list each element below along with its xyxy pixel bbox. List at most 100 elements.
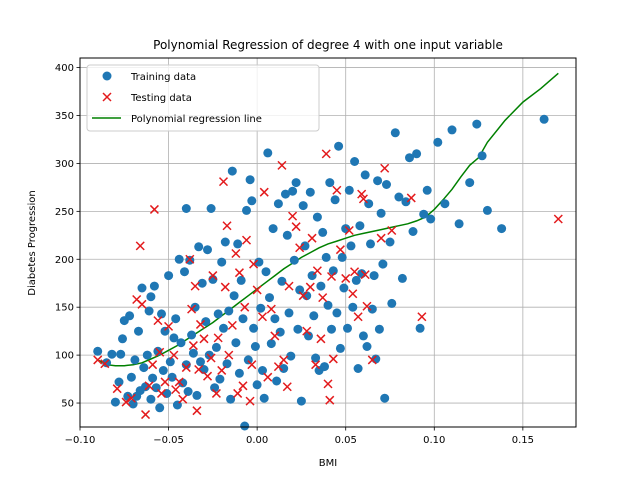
training-point [148, 373, 158, 383]
training-point [247, 196, 257, 206]
testing-point [341, 273, 351, 283]
training-point [227, 166, 237, 176]
testing-point [332, 185, 342, 195]
training-point [477, 151, 487, 161]
x-tick-label: −0.10 [65, 435, 96, 446]
legend-marker-testing [102, 92, 112, 102]
testing-point [156, 388, 167, 398]
training-point [201, 317, 211, 327]
training-point [206, 204, 216, 213]
regression-line [97, 72, 559, 367]
training-point [318, 227, 328, 237]
testing-point [220, 282, 230, 292]
legend-label-training: Training data [130, 72, 196, 83]
training-point [222, 359, 232, 369]
testing-point [233, 388, 243, 398]
testing-point [298, 291, 308, 301]
training-point [118, 334, 127, 344]
training-point [171, 314, 181, 324]
training-point [180, 267, 189, 277]
training-point [316, 281, 326, 291]
training-point [334, 141, 344, 151]
testing-point [311, 360, 321, 370]
testing-point [153, 316, 163, 326]
training-point [146, 394, 156, 404]
training-point [194, 242, 204, 252]
training-point [282, 230, 292, 240]
testing-point [357, 189, 367, 199]
training-point [296, 396, 306, 406]
y-tick-label: 50 [61, 399, 74, 410]
testing-point [195, 319, 205, 329]
testing-point [208, 271, 218, 281]
testing-point [257, 312, 267, 322]
training-point [242, 205, 251, 215]
testing-point [328, 354, 338, 364]
training-point [279, 364, 289, 373]
training-point [181, 204, 191, 213]
training-point [376, 208, 386, 218]
training-point [197, 278, 207, 288]
testing-point [387, 225, 397, 236]
training-point [169, 333, 179, 343]
testing-point [213, 333, 223, 343]
testing-point [192, 406, 202, 416]
testing-point [325, 395, 335, 405]
training-point [270, 314, 280, 324]
testing-point [273, 362, 283, 372]
testing-points-layer [93, 149, 563, 420]
training-point [343, 323, 352, 333]
testing-point [169, 350, 179, 360]
x-tick-label: 0.10 [423, 435, 445, 446]
testing-point [199, 334, 209, 344]
training-point [374, 324, 384, 334]
training-point [272, 376, 282, 386]
testing-point [203, 371, 213, 381]
training-point [415, 323, 425, 333]
training-point [433, 137, 443, 147]
y-tick-label: 100 [55, 351, 74, 362]
training-point [240, 421, 250, 431]
training-point [385, 237, 395, 247]
training-point [350, 157, 360, 166]
training-point [160, 326, 170, 336]
regression-line-layer [97, 72, 559, 367]
training-point [539, 114, 549, 124]
training-point [165, 357, 175, 367]
x-tick-label: 0.15 [512, 435, 534, 446]
testing-point [190, 281, 200, 291]
training-point [281, 189, 290, 199]
testing-point [305, 282, 315, 292]
testing-point [282, 382, 292, 392]
training-point [330, 195, 340, 205]
training-point [284, 308, 294, 318]
training-point [243, 355, 253, 365]
training-point [344, 185, 354, 195]
training-point [426, 214, 436, 224]
testing-point [353, 312, 363, 322]
training-point [362, 342, 372, 351]
training-point [323, 300, 333, 310]
testing-point [284, 281, 294, 291]
training-point [204, 350, 214, 360]
testing-point [155, 347, 165, 357]
training-point [422, 185, 432, 195]
training-point [320, 362, 329, 372]
testing-point [417, 312, 427, 322]
training-point [369, 271, 379, 281]
testing-point [149, 204, 159, 214]
training-point [335, 343, 345, 353]
training-point [351, 275, 361, 285]
legend-marker-training [102, 71, 112, 81]
testing-point [224, 350, 234, 360]
training-point [245, 175, 255, 185]
testing-point [234, 268, 244, 278]
testing-point [211, 388, 221, 398]
training-point [142, 350, 152, 360]
y-tick-label: 300 [55, 159, 74, 170]
testing-point [206, 353, 216, 363]
training-point [192, 390, 202, 400]
testing-point [245, 396, 255, 406]
training-point [196, 357, 205, 367]
